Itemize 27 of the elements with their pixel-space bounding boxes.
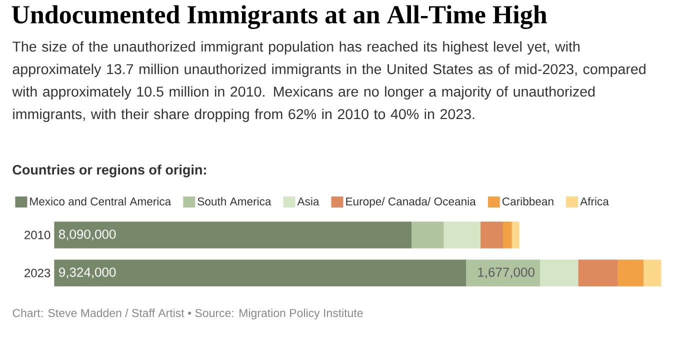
- legend-label: South America: [198, 197, 272, 206]
- bar: [644, 260, 662, 286]
- chart-subtitle: The size of the unauthorized immigrant population has reached its highest level yet, with approximately 13.7 million unauthorized immigrants in the United States as of mid-2023, compared with approximately 10.5 million in 2010. Mexicans are no longer a majority of unauthorized immigrants, with their share dropping from 62% in 2010 to 40% in 2023.: [12, 41, 646, 122]
- legend-label: Europe/ Canada/ Oceania: [346, 197, 476, 208]
- chart-title: Undocumented Immigrants at an All-Time High: [12, 5, 547, 29]
- bar: [512, 222, 520, 248]
- legend-title: Countries or regions of origin:: [12, 164, 206, 178]
- data-label: 1,677,000: [478, 268, 534, 278]
- bar: [618, 260, 644, 286]
- legend-label: Caribbean: [502, 197, 554, 206]
- y-tick-label: 2023: [24, 268, 50, 278]
- bar: [444, 222, 480, 248]
- bar: [412, 222, 444, 248]
- y-tick-label: 2010: [24, 230, 50, 240]
- legend-label: Mexico and Central America: [30, 197, 172, 206]
- legend-label: Asia: [297, 197, 320, 206]
- text: Chart: Steve Madden / Staff Artist • Source: Migration Policy Institute: [12, 308, 363, 320]
- legend-label: Africa: [580, 197, 609, 206]
- bar: [578, 260, 618, 286]
- bar: [54, 260, 466, 286]
- bar: [54, 222, 412, 248]
- bar: [480, 222, 504, 248]
- bar: [503, 222, 512, 248]
- bar: [540, 260, 578, 286]
- bar: [466, 260, 540, 286]
- data-label: 9,324,000: [59, 268, 116, 278]
- data-label: 8,090,000: [58, 230, 116, 240]
